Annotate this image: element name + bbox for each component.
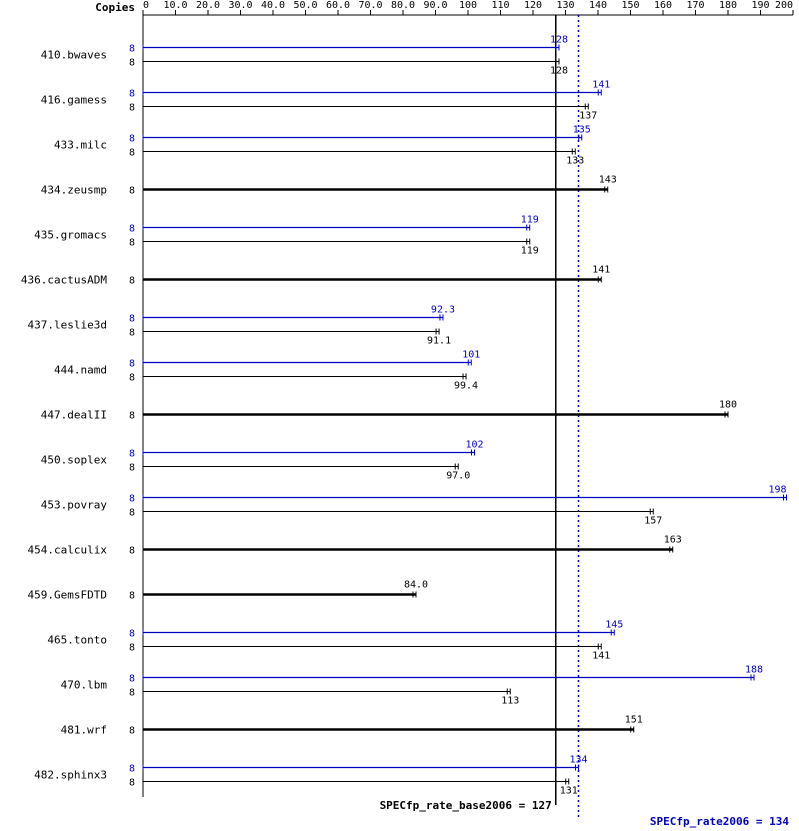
- copies-peak: 8: [129, 629, 135, 640]
- peak-value-label: 92.3: [431, 305, 455, 316]
- copies-peak: 8: [129, 44, 135, 55]
- copies-base: 8: [129, 546, 135, 557]
- benchmark-name: 444.namd: [54, 364, 107, 377]
- benchmark-name: 459.GemsFDTD: [28, 589, 107, 602]
- benchmark-name: 433.milc: [54, 139, 107, 152]
- refline-peak-label: SPECfp_rate2006 = 134: [650, 815, 789, 828]
- base-value-label: 133: [566, 156, 584, 167]
- base-value-label: 141: [592, 265, 610, 276]
- base-value-label: 91.1: [427, 336, 451, 347]
- copies-base: 8: [129, 726, 135, 737]
- spec-benchmark-chart: 0 10.0 20.0 30.0 40.0 50.0 60.0 70.0 80.0 90.0 100…: [0, 0, 799, 831]
- peak-value-label: 134: [569, 755, 587, 766]
- copies-base: 8: [129, 463, 135, 474]
- copies-base: 8: [129, 58, 135, 69]
- benchmark-name: 437.leslie3d: [28, 319, 107, 332]
- refline-base-label: SPECfp_rate_base2006 = 127: [380, 799, 552, 812]
- copies-base: 8: [129, 411, 135, 422]
- x-axis-tick-label: 10.0: [163, 0, 187, 11]
- copies-peak: 8: [129, 89, 135, 100]
- peak-value-label: 135: [573, 125, 591, 136]
- copies-peak: 8: [129, 134, 135, 145]
- x-axis-tick-label: 170: [686, 0, 704, 11]
- benchmark-name: 416.gamess: [41, 94, 107, 107]
- benchmark-name: 465.tonto: [47, 634, 107, 647]
- copies-peak: 8: [129, 674, 135, 685]
- peak-value-label: 102: [465, 440, 483, 451]
- x-axis-tick-label: 30.0: [228, 0, 252, 11]
- base-value-label: 163: [664, 535, 682, 546]
- base-value-label: 99.4: [454, 381, 478, 392]
- x-axis-tick-label: 110: [491, 0, 509, 11]
- peak-value-label: 145: [605, 620, 623, 631]
- peak-value-label: 101: [462, 350, 480, 361]
- peak-value-label: 188: [745, 665, 763, 676]
- benchmark-name: 482.sphinx3: [34, 769, 107, 782]
- base-value-label: 157: [644, 516, 662, 527]
- base-value-label: 113: [501, 696, 519, 707]
- copies-base: 8: [129, 373, 135, 384]
- x-axis-tick-label: 60.0: [326, 0, 350, 11]
- copies-base: 8: [129, 328, 135, 339]
- base-value-label: 84.0: [404, 580, 428, 591]
- benchmark-name: 435.gromacs: [34, 229, 107, 242]
- base-value-label: 119: [521, 246, 539, 257]
- x-axis-tick-label: 70.0: [358, 0, 382, 11]
- x-axis-tick-label: 100: [459, 0, 477, 11]
- copies-base: 8: [129, 186, 135, 197]
- base-value-label: 151: [625, 715, 643, 726]
- benchmark-name: 453.povray: [41, 499, 108, 512]
- copies-base: 8: [129, 508, 135, 519]
- benchmark-name: 470.lbm: [61, 679, 108, 692]
- benchmark-name: 481.wrf: [61, 724, 107, 737]
- benchmark-name: 434.zeusmp: [41, 184, 107, 197]
- x-axis-tick-label: 40.0: [261, 0, 285, 11]
- copies-base: 8: [129, 148, 135, 159]
- x-axis-tick-label: 90.0: [423, 0, 447, 11]
- copies-peak: 8: [129, 764, 135, 775]
- x-axis-tick-label: 150: [621, 0, 639, 11]
- benchmark-name: 410.bwaves: [41, 49, 107, 62]
- copies-peak: 8: [129, 224, 135, 235]
- x-axis-tick-label: 140: [589, 0, 607, 11]
- copies-peak: 8: [129, 314, 135, 325]
- x-axis-tick-label: 130: [556, 0, 574, 11]
- base-value-label: 137: [579, 111, 597, 122]
- copies-peak: 8: [129, 359, 135, 370]
- copies-base: 8: [129, 276, 135, 287]
- base-value-label: 143: [599, 175, 617, 186]
- copies-peak: 8: [129, 494, 135, 505]
- x-axis-tick-label: 180: [719, 0, 737, 11]
- x-axis-tick-label: 160: [654, 0, 672, 11]
- peak-value-label: 198: [768, 485, 786, 496]
- copies-base: 8: [129, 778, 135, 789]
- peak-value-label: 128: [550, 35, 568, 46]
- benchmark-name: 447.dealII: [41, 409, 107, 422]
- x-axis-tick-label: 0: [143, 0, 149, 11]
- copies-base: 8: [129, 688, 135, 699]
- copies-header: Copies: [95, 1, 135, 14]
- benchmark-name: 450.soplex: [41, 454, 108, 467]
- x-axis-tick-label: 20.0: [196, 0, 220, 11]
- copies-base: 8: [129, 643, 135, 654]
- copies-base: 8: [129, 238, 135, 249]
- x-axis-tick-label: 120: [524, 0, 542, 11]
- base-value-label: 97.0: [446, 471, 470, 482]
- base-value-label: 180: [719, 400, 737, 411]
- benchmark-name: 454.calculix: [28, 544, 108, 557]
- peak-value-label: 119: [521, 215, 539, 226]
- base-value-label: 128: [550, 66, 568, 77]
- x-axis-tick-label: 50.0: [293, 0, 317, 11]
- x-axis-tick-label: 190: [751, 0, 769, 11]
- copies-peak: 8: [129, 449, 135, 460]
- peak-value-label: 141: [592, 80, 610, 91]
- x-axis-tick-label: 80.0: [391, 0, 415, 11]
- copies-base: 8: [129, 103, 135, 114]
- copies-base: 8: [129, 591, 135, 602]
- base-value-label: 141: [592, 651, 610, 662]
- x-axis-tick-label: 200: [775, 0, 793, 11]
- base-value-label: 131: [560, 786, 578, 797]
- benchmark-name: 436.cactusADM: [21, 274, 107, 287]
